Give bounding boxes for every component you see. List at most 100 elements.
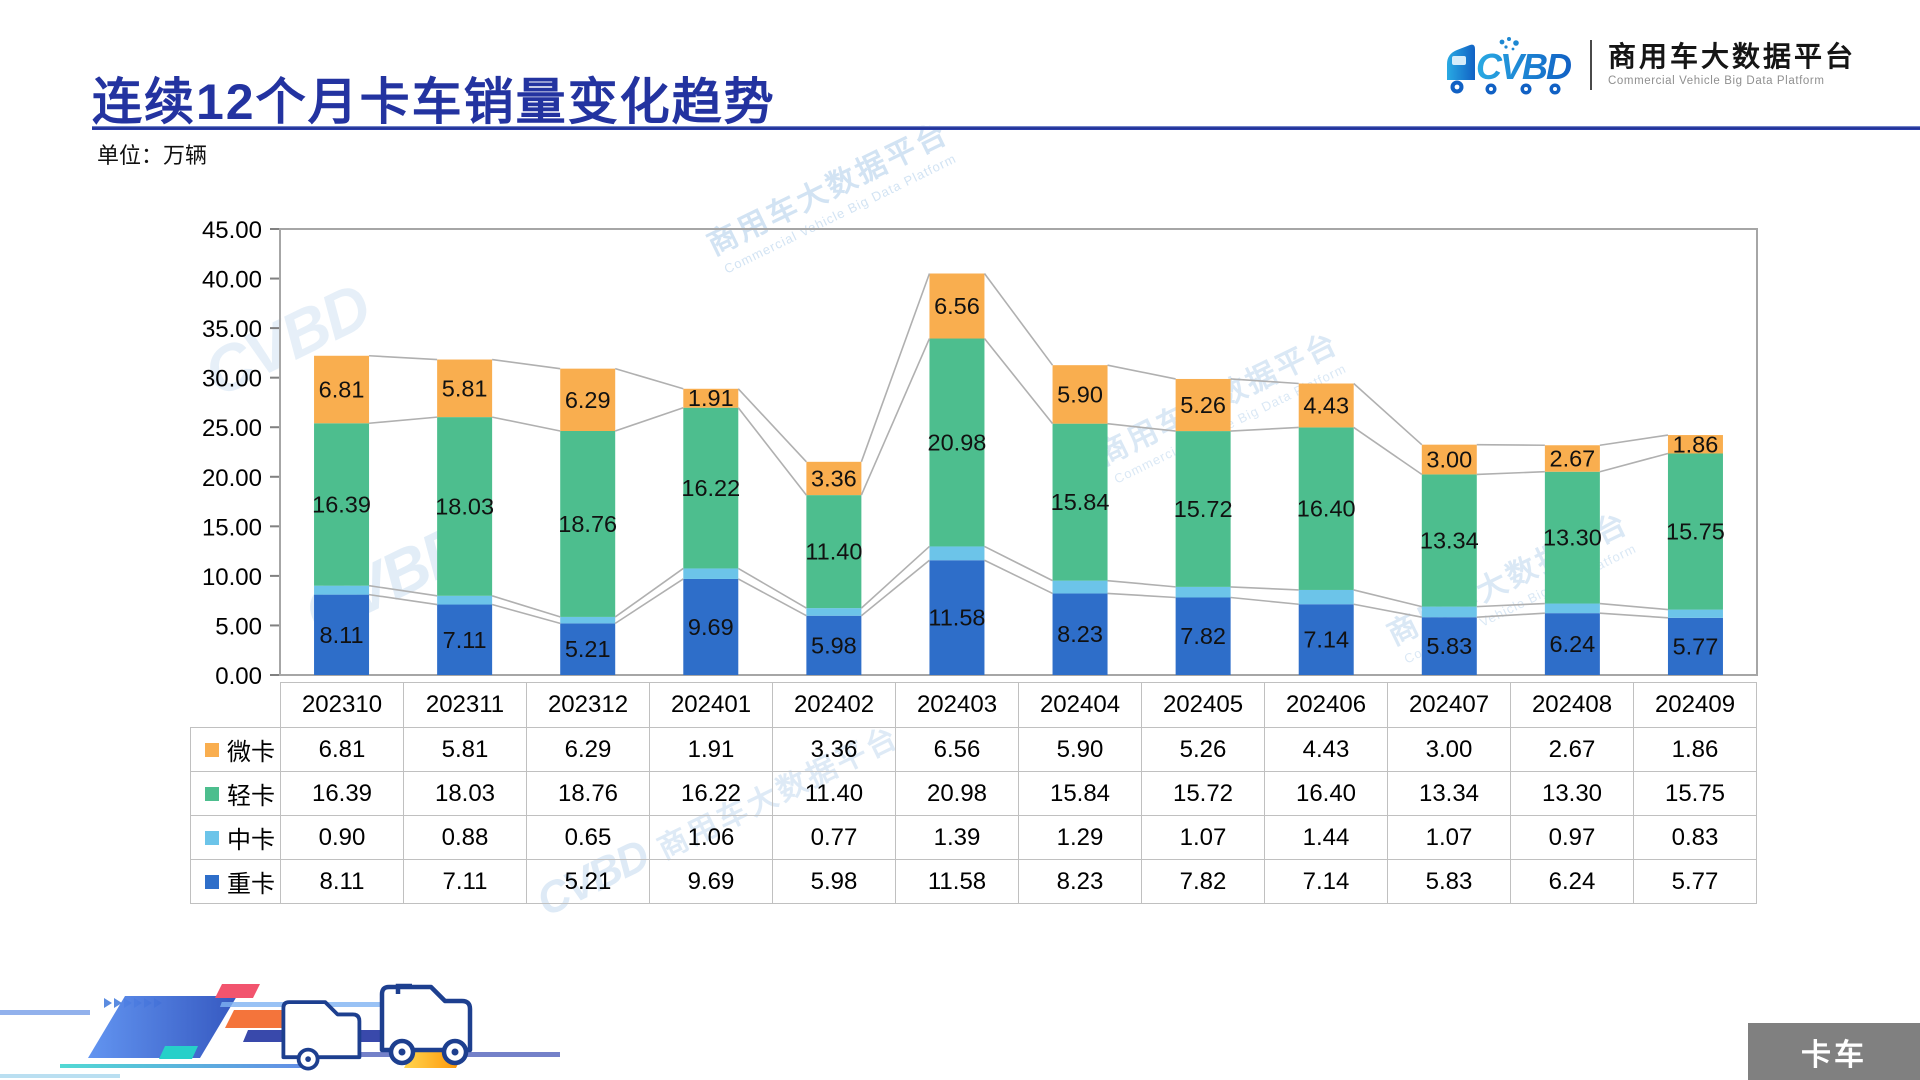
connector-line [368,593,438,606]
value-cell-medium-truck: 1.07 [1141,815,1265,860]
title-underline [92,126,1920,130]
bar-value-label: 1.91 [688,385,734,411]
connector-line [1353,603,1422,619]
bar-segment-micro-truck-202312 [560,368,616,431]
month-header-cell: 202405 [1141,682,1265,728]
connector-line [1107,592,1176,599]
connector-line [737,567,807,609]
bar-segment-heavy-truck-202402 [806,615,862,675]
bar-value-label: 5.98 [811,632,857,658]
value-cell-light-truck: 11.40 [772,771,896,816]
bar-segment-medium-truck-202406 [1298,589,1354,605]
value-cell-light-truck: 13.34 [1387,771,1511,816]
value-cell-heavy-truck: 7.11 [403,859,527,904]
bar-segment-micro-truck-202402 [806,461,862,496]
bar-segment-medium-truck-202310 [314,585,370,595]
series-name: 轻卡 [227,783,275,810]
bar-value-label: 4.43 [1303,392,1349,418]
connector-line [491,595,561,618]
connector-line [1476,612,1545,619]
connector-line [860,338,931,496]
bar-value-label: 15.75 [1666,519,1725,545]
bar-value-label: 16.39 [312,491,371,517]
bar-value-label: 13.34 [1420,528,1479,554]
connector-line [1599,434,1669,447]
value-cell-heavy-truck: 11.58 [895,859,1019,904]
series-name: 微卡 [227,739,275,766]
month-header-cell: 202404 [1018,682,1142,728]
bar-value-label: 5.83 [1426,633,1472,659]
value-cell-heavy-truck: 7.82 [1141,859,1265,904]
month-header-cell: 202403 [895,682,1019,728]
speeding-trucks-graphic [0,983,560,1078]
brand-name: 商用车大数据平台 [1607,40,1856,72]
bar-segment-micro-truck-202311 [437,359,493,418]
value-cell-medium-truck: 1.06 [649,815,773,860]
connector-line [614,367,684,390]
bar-value-label: 11.58 [928,605,985,631]
tab-truck[interactable]: 卡车 [1748,1023,1920,1080]
value-cell-medium-truck: 0.77 [772,815,896,860]
value-cell-heavy-truck: 8.11 [280,859,404,904]
connector-line [614,406,684,432]
value-cell-medium-truck: 1.07 [1387,815,1511,860]
svg-text:CVBD: CVBD [1476,46,1571,87]
value-cell-medium-truck: 1.44 [1264,815,1388,860]
value-cell-medium-truck: 0.90 [280,815,404,860]
brand-logo: CVBD 商用车大数据平台 Commercial Vehicle Big Dat… [1442,34,1856,96]
connector-line [1353,382,1423,446]
connector-line [1107,364,1176,380]
bar-value-label: 7.82 [1180,623,1226,649]
bar-segment-micro-truck-202310 [314,355,370,424]
bar-segment-medium-truck-202404 [1052,580,1108,594]
bar-value-label: 7.11 [443,627,487,653]
connector-line [1230,426,1299,432]
value-cell-heavy-truck: 5.83 [1387,859,1511,904]
y-axis-tick-label: 5.00 [215,613,262,640]
y-axis-tick-label: 35.00 [202,316,262,343]
value-cell-micro-truck: 6.81 [280,727,404,772]
bar-segment-light-truck-202405 [1175,431,1231,587]
bar-value-label: 6.24 [1550,631,1596,657]
bar-segment-light-truck-202401 [683,407,739,569]
month-header-cell: 202311 [403,682,527,728]
bar-segment-micro-truck-202401 [683,388,739,408]
legend-swatch-light-truck [205,786,219,801]
bar-segment-medium-truck-202403 [929,546,985,561]
connector-line [1230,586,1299,591]
bar-value-label: 1.86 [1673,431,1719,457]
bar-segment-heavy-truck-202409 [1667,617,1723,675]
bar-segment-light-truck-202407 [1421,474,1477,607]
bar-segment-light-truck-202408 [1544,471,1600,604]
bar-value-label: 3.36 [811,465,857,491]
bar-segment-medium-truck-202312 [560,616,616,624]
month-header-cell: 202408 [1510,682,1634,728]
connector-line [737,388,807,463]
connector-line [983,273,1054,366]
legend-swatch-heavy-truck [205,874,219,889]
bar-segment-medium-truck-202405 [1175,586,1231,598]
bar-segment-medium-truck-202408 [1544,603,1600,614]
bar-value-label: 5.21 [565,636,611,662]
bar-value-label: 5.81 [442,375,488,401]
bar-segment-medium-truck-202311 [437,595,493,605]
page-title: 连续12个月卡车销量变化趋势 [92,73,776,130]
bar-value-label: 20.98 [928,429,987,455]
bar-value-label: 3.00 [1426,447,1472,473]
connector-line [737,578,807,617]
plot-border [279,228,1758,676]
bar-segment-heavy-truck-202403 [929,560,985,675]
y-axis-tick-label: 45.00 [202,217,262,244]
bar-segment-medium-truck-202409 [1667,609,1723,618]
connector-line [860,545,930,609]
value-cell-light-truck: 16.40 [1264,771,1388,816]
bar-segment-micro-truck-202406 [1298,383,1354,428]
bar-segment-micro-truck-202409 [1667,435,1723,454]
unit-label: 单位：万辆 [97,143,208,168]
series-legend-cell-heavy-truck: 重卡 [190,859,281,904]
connector-line [1599,612,1669,619]
y-axis-tick-label: 25.00 [202,415,262,442]
y-axis-tick-label: 40.00 [202,267,262,294]
value-cell-micro-truck: 2.67 [1510,727,1634,772]
